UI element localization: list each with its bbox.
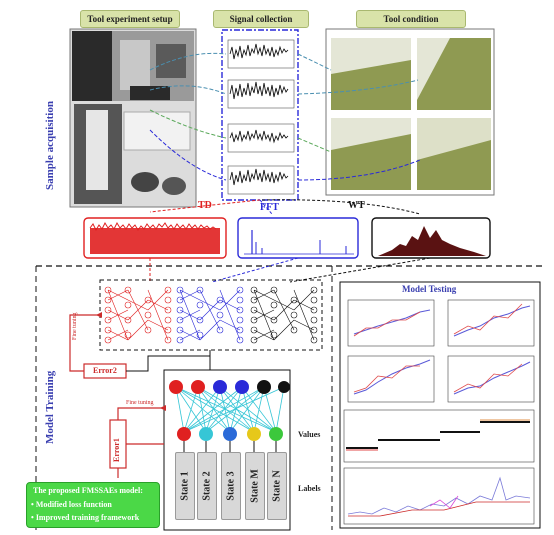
test-plot-2 [447,299,535,347]
state-label: State N [271,470,283,502]
signal-trace-3 [227,123,295,153]
header-condition: Tool condition [356,10,466,28]
state-box-1: State 1 [175,452,195,520]
tool-condition-images [325,28,495,196]
transform-arrows [149,199,421,215]
sae-output-nodes [177,427,283,441]
black-autoencoder [250,286,318,344]
test-plot-4 [447,355,535,403]
setup-to-signal-arrows [149,52,227,181]
sae-to-state-arrows [183,441,277,452]
error1-label: Error1 [112,438,121,462]
signal-to-condition-arrows [297,53,421,181]
model-summary-box: The proposed FMSSAEs model: • Modified l… [26,482,160,528]
wt-label: WT [348,200,365,211]
state-box-m: State M [245,452,265,520]
test-plot-3 [347,355,435,403]
sae-input-nodes [169,380,290,394]
labels-plot [343,467,535,525]
error2-label: Error2 [93,366,117,375]
model-summary-item-1: • Modified loss function [31,500,112,509]
fft-plot [237,217,359,259]
transform-to-network-arrows [149,257,431,283]
fine-tuning-label-2: Fine tuning [126,400,154,406]
state-label: State 1 [179,471,191,501]
td-plot [83,217,227,259]
state-box-2: State 2 [197,452,217,520]
test-plot-1 [347,299,435,347]
red-autoencoder [104,286,172,344]
state-label: State 3 [225,471,237,501]
td-label: TD [198,200,212,211]
values-plot [343,409,535,463]
sae-connections [175,386,285,433]
model-summary-item-text: Improved training framework [35,513,140,522]
values-label: Values [298,430,321,439]
signal-trace-4 [227,165,295,195]
setup-photo [69,28,197,208]
blue-autoencoder [176,286,244,344]
fft-label: FFT [260,202,279,213]
model-summary-item-text: Modified loss function [35,500,112,509]
signal-trace-1 [227,39,295,69]
state-label: State M [249,469,261,503]
signal-trace-2 [227,79,295,109]
state-label: State 2 [201,471,213,501]
header-signal: Signal collection [213,10,309,28]
header-setup: Tool experiment setup [80,10,180,28]
model-summary-title: The proposed FMSSAEs model: [33,486,143,495]
model-summary-item-2: • Improved training framework [31,513,140,522]
fine-tuning-label-1: Fine tuning [72,312,78,340]
wt-plot [371,217,491,259]
model-testing-title: Model Testing [402,284,457,294]
state-box-n: State N [267,452,287,520]
state-box-3: State 3 [221,452,241,520]
labels-label: Labels [298,484,321,493]
